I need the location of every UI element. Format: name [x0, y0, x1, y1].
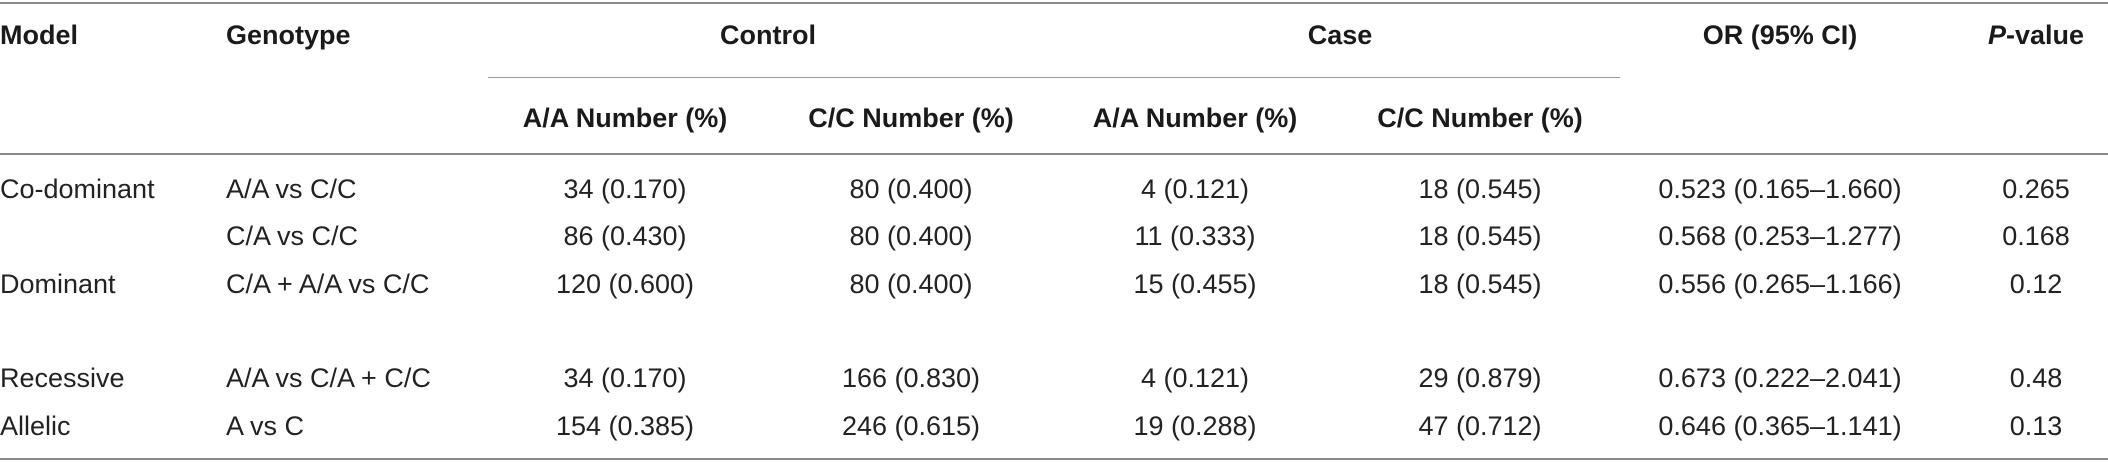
row-5-p-value: 0.13: [2009, 411, 2063, 441]
row-4-case-aa: 4 (0.121): [1140, 363, 1250, 393]
row-1-control-aa: 34 (0.170): [563, 174, 687, 204]
row-4-control-cc: 166 (0.830): [841, 363, 981, 393]
header-control-cc: C/C Number (%): [808, 103, 1014, 133]
table-bottom-rule: [0, 458, 2108, 460]
row-3-control-aa: 120 (0.600): [555, 269, 695, 299]
row-5-or-ci: 0.646 (0.365–1.141): [1658, 411, 1902, 441]
row-5-genotype: A vs C: [226, 411, 305, 441]
header-case: Case: [1307, 20, 1373, 50]
control-span-rule: [488, 77, 1060, 78]
case-span-rule: [1060, 77, 1620, 78]
row-4-or-ci: 0.673 (0.222–2.041): [1658, 363, 1902, 393]
row-1-genotype: A/A vs C/C: [226, 174, 357, 204]
header-control: Control: [720, 20, 816, 50]
row-2-p-value: 0.168: [2002, 221, 2070, 251]
row-5-control-cc: 246 (0.615): [841, 411, 981, 441]
row-4-case-cc: 29 (0.879): [1418, 363, 1542, 393]
row-2-control-aa: 86 (0.430): [563, 221, 687, 251]
row-4-control-aa: 34 (0.170): [563, 363, 687, 393]
row-2-case-cc: 18 (0.545): [1418, 221, 1542, 251]
header-p-italic: P: [1987, 20, 2006, 50]
row-3-genotype: C/A + A/A vs C/C: [226, 269, 430, 299]
row-3-or-ci: 0.556 (0.265–1.166): [1658, 269, 1902, 299]
row-5-control-aa: 154 (0.385): [555, 411, 695, 441]
header-bottom-rule: [0, 153, 2108, 155]
row-1-case-aa: 4 (0.121): [1140, 174, 1250, 204]
header-case-aa: A/A Number (%): [1092, 103, 1298, 133]
row-2-control-cc: 80 (0.400): [849, 221, 973, 251]
row-3-model: Dominant: [0, 269, 116, 299]
header-case-cc: C/C Number (%): [1377, 103, 1583, 133]
header-p-rest: -value: [2005, 20, 2085, 50]
row-4-p-value: 0.48: [2009, 363, 2063, 393]
row-5-model: Allelic: [0, 411, 71, 441]
header-model: Model: [0, 20, 78, 50]
row-1-control-cc: 80 (0.400): [849, 174, 973, 204]
row-3-control-cc: 80 (0.400): [849, 269, 973, 299]
header-genotype: Genotype: [226, 20, 351, 50]
row-3-case-aa: 15 (0.455): [1133, 269, 1257, 299]
row-5-case-aa: 19 (0.288): [1133, 411, 1257, 441]
row-4-genotype: A/A vs C/A + C/C: [226, 363, 431, 393]
row-1-p-value: 0.265: [2002, 174, 2070, 204]
row-1-model: Co-dominant: [0, 174, 155, 204]
row-2-or-ci: 0.568 (0.253–1.277): [1658, 221, 1902, 251]
row-5-case-cc: 47 (0.712): [1418, 411, 1542, 441]
header-p-value: P-value: [1988, 18, 2084, 52]
header-or-ci: OR (95% CI): [1702, 20, 1858, 50]
row-2-case-aa: 11 (0.333): [1134, 221, 1256, 251]
row-1-case-cc: 18 (0.545): [1418, 174, 1542, 204]
row-4-model: Recessive: [0, 363, 125, 393]
row-2-genotype: C/A vs C/C: [226, 221, 359, 251]
header-control-aa: A/A Number (%): [522, 103, 728, 133]
row-3-case-cc: 18 (0.545): [1418, 269, 1542, 299]
row-3-p-value: 0.12: [2009, 269, 2063, 299]
table-top-rule: [0, 2, 2108, 4]
row-1-or-ci: 0.523 (0.165–1.660): [1658, 174, 1902, 204]
